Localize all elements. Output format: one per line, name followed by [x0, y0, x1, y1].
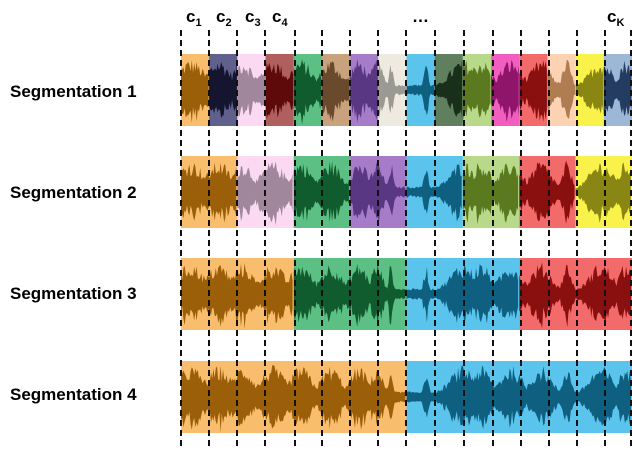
- waveform: [462, 163, 519, 225]
- header-label-ck: cK: [607, 7, 624, 29]
- waveform: [406, 264, 519, 324]
- row-label-segmentation-4: Segmentation 4: [10, 385, 137, 404]
- waveform: [462, 60, 491, 122]
- row-label-segmentation-1: Segmentation 1: [10, 82, 137, 101]
- waveform: [237, 65, 265, 117]
- waveform: [321, 61, 350, 122]
- header-label-c3: c3: [245, 7, 261, 29]
- row-label-segmentation-3: Segmentation 3: [10, 284, 137, 303]
- row-labels: Segmentation 1 Segmentation 2 Segmentati…: [10, 82, 137, 404]
- header-label-c4: c4: [272, 7, 288, 29]
- waveform: [434, 58, 463, 122]
- row-label-segmentation-2: Segmentation 2: [10, 183, 137, 202]
- waveform: [406, 365, 631, 429]
- waveform: [350, 59, 378, 123]
- header-label-ellipsis: …: [412, 7, 429, 26]
- waveform: [547, 59, 575, 119]
- waveform: [491, 59, 519, 123]
- waveform: [209, 61, 237, 119]
- waveform: [575, 162, 631, 223]
- waveform: [265, 62, 294, 119]
- waveform: [603, 60, 632, 116]
- waveform: [519, 262, 631, 329]
- waveform: [575, 66, 604, 114]
- waveform: [378, 60, 406, 119]
- waveform: [406, 65, 435, 116]
- header-label-c2: c2: [216, 7, 232, 29]
- waveform: [519, 60, 547, 122]
- boundary-header-labels: c1 c2 c3 c4 … cK: [186, 7, 624, 29]
- waveform: [293, 59, 322, 125]
- header-label-c1: c1: [186, 7, 202, 29]
- waveform: [181, 60, 209, 123]
- waveform: [519, 160, 575, 224]
